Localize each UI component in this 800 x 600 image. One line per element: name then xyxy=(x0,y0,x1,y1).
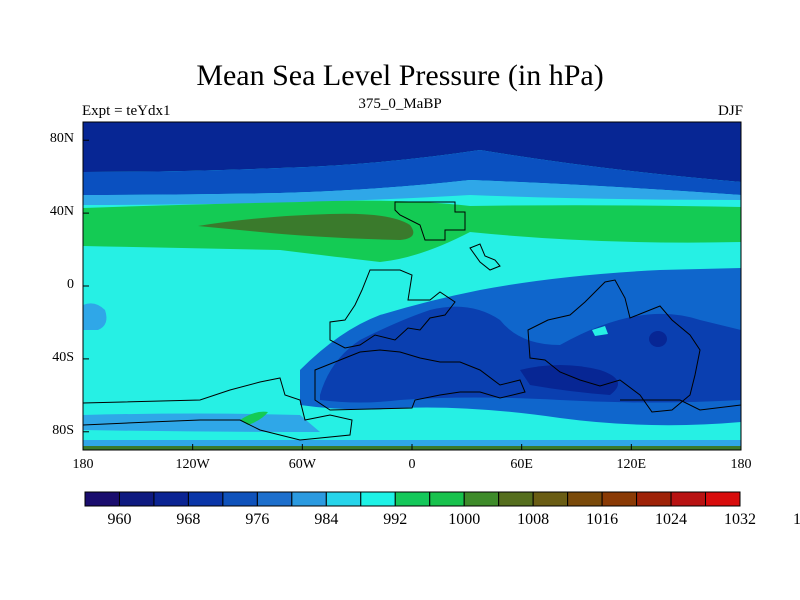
low-center xyxy=(649,331,667,347)
north-low-edge xyxy=(83,150,741,195)
colorbar-label: 984 xyxy=(314,511,339,528)
colorbar-label: 1000 xyxy=(448,511,481,528)
coast-north xyxy=(394,201,466,241)
colorbar-swatch xyxy=(118,491,155,507)
cyan-patch xyxy=(592,326,608,336)
lon-label: 0 xyxy=(408,457,416,472)
colorbar-swatch xyxy=(532,491,569,507)
colorbar-swatch xyxy=(429,491,465,507)
north-polar-low xyxy=(83,122,741,182)
coast-antarctic-west xyxy=(83,377,353,441)
axis-ticks xyxy=(82,139,742,450)
colorbar-label: 968 xyxy=(176,511,201,528)
coast-antarctic-east xyxy=(620,399,741,411)
map-title: Mean Sea Level Pressure (in hPa) xyxy=(196,59,604,92)
colorbar-label: 1024 xyxy=(655,511,688,528)
lat-label: 40N xyxy=(49,204,74,220)
west-low xyxy=(83,303,107,330)
lon-label: 120W xyxy=(175,457,210,472)
lon-label: 180 xyxy=(72,457,94,472)
experiment-label: Expt = teYdx1 xyxy=(82,103,171,119)
lat-label: 80S xyxy=(52,422,74,438)
lon-label: 60W xyxy=(288,457,316,472)
north-low-rim xyxy=(83,180,741,205)
colorbar-swatch xyxy=(670,491,707,507)
contour-fill xyxy=(83,122,741,450)
coastlines xyxy=(83,201,741,441)
colorbar-swatch xyxy=(636,491,672,507)
colorbar-label: 976 xyxy=(245,511,270,528)
lat-label: 80N xyxy=(49,131,74,147)
colorbar-swatch xyxy=(187,491,224,507)
coast-island xyxy=(469,243,501,271)
period-label: 375_0_MaBP xyxy=(358,96,442,112)
lon-label: 120E xyxy=(616,457,647,472)
high-core xyxy=(198,213,414,240)
lon-label: 60E xyxy=(510,457,533,472)
colorbar-label: 1008 xyxy=(517,511,550,528)
colorbar-label: 992 xyxy=(383,511,408,528)
coast-east xyxy=(527,279,701,413)
colorbar-swatch xyxy=(463,491,500,507)
colorbar-swatch xyxy=(705,491,741,507)
colorbar-swatch xyxy=(325,491,362,507)
southern-low-inner xyxy=(320,306,741,403)
lat-label: 0 xyxy=(67,277,74,292)
colorbar-swatch xyxy=(222,491,258,507)
southern-low-core xyxy=(520,365,618,395)
season-label: DJF xyxy=(717,103,743,119)
colorbar-swatch xyxy=(567,491,603,507)
colorbar-swatch xyxy=(291,491,327,507)
colorbar-swatch xyxy=(394,491,431,507)
colorbar-label: 1040 xyxy=(792,511,800,528)
colorbar-label: 1016 xyxy=(586,511,619,528)
colorbar-swatch xyxy=(601,491,638,507)
colorbar xyxy=(84,491,741,507)
colorbar-swatch xyxy=(256,491,293,507)
coast-south xyxy=(314,349,526,411)
lon-label: 180 xyxy=(730,457,752,472)
small-high xyxy=(240,411,268,425)
colorbar-label: 1032 xyxy=(724,511,756,528)
colorbar-swatch xyxy=(84,491,120,507)
colorbar-label: 960 xyxy=(107,511,132,528)
south-rim-band xyxy=(83,413,320,432)
coast-central xyxy=(329,269,456,349)
colorbar-swatch xyxy=(153,491,189,507)
lat-label: 40S xyxy=(52,349,74,365)
colorbar-swatch xyxy=(360,491,396,507)
colorbar-swatch xyxy=(498,491,534,507)
